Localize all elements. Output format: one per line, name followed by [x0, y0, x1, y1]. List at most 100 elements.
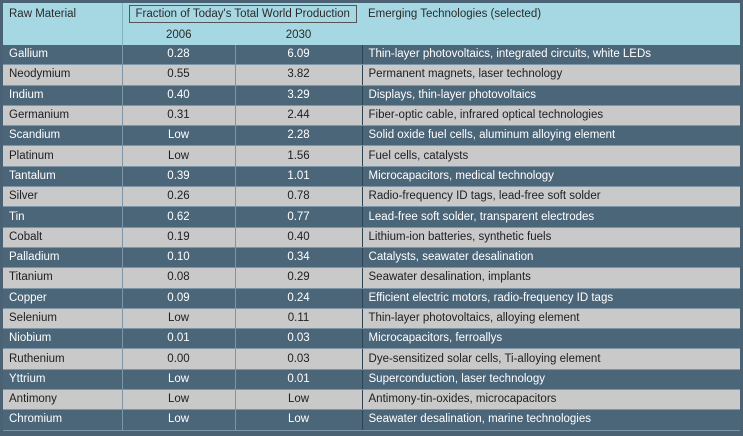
material-cell: Cobalt: [3, 227, 123, 248]
header-emerging-tech: Emerging Technologies (selected): [362, 3, 741, 25]
material-cell: Silver: [3, 186, 123, 208]
table-row: Indium 0.40 3.29 Displays, thin-layer photo…: [3, 85, 741, 106]
table-header: Raw Material Fraction of Today's Total W…: [3, 3, 741, 45]
value-2030-cell: Low: [235, 409, 363, 431]
value-2030-cell: 2.28: [235, 125, 363, 147]
technologies-cell: Displays, thin-layer photovoltaics: [362, 85, 741, 106]
value-2006-cell: 0.55: [122, 64, 236, 86]
raw-materials-table: Raw Material Fraction of Today's Total W…: [3, 3, 741, 431]
header-year-2006: 2006: [122, 25, 235, 45]
technologies-cell: Fiber-optic cable, infrared optical tech…: [362, 105, 741, 127]
value-2006-cell: Low: [122, 145, 236, 167]
value-2030-cell: Low: [235, 389, 363, 411]
value-2030-cell: 0.11: [235, 308, 363, 330]
value-2006-cell: Low: [122, 308, 236, 330]
technologies-cell: Lead-free soft solder, transparent elect…: [362, 206, 741, 228]
value-2030-cell: 3.82: [235, 64, 363, 86]
material-cell: Copper: [3, 288, 123, 309]
value-2030-cell: 6.09: [235, 45, 363, 66]
value-2006-cell: Low: [122, 409, 236, 431]
table-row: Chromium Low Low Seawater desalination, mar…: [3, 409, 741, 431]
value-2030-cell: 0.77: [235, 206, 363, 228]
technologies-cell: Antimony-tin-oxides, microcapacitors: [362, 389, 741, 411]
technologies-cell: Fuel cells, catalysts: [362, 145, 741, 167]
header-year-2030: 2030: [235, 25, 363, 45]
table-row: Selenium Low 0.11 Thin-layer photovoltaics,…: [3, 308, 741, 330]
value-2006-cell: 0.19: [122, 227, 236, 248]
header-spacer-tech: [362, 25, 741, 45]
table-row: Tantalum 0.39 1.01 Microcapacitors, medical…: [3, 166, 741, 188]
table-row: Tin 0.62 0.77 Lead-free soft solder, transp…: [3, 206, 741, 228]
value-2006-cell: 0.09: [122, 288, 236, 309]
material-cell: Niobium: [3, 328, 123, 350]
technologies-cell: Seawater desalination, implants: [362, 267, 741, 289]
technologies-cell: Radio-frequency ID tags, lead-free soft …: [362, 186, 741, 208]
technologies-cell: Microcapacitors, ferroallys: [362, 328, 741, 350]
value-2006-cell: 0.40: [122, 85, 236, 106]
material-cell: Scandium: [3, 125, 123, 147]
technologies-cell: Thin-layer photovoltaics, integrated cir…: [362, 45, 741, 66]
material-cell: Yttrium: [3, 369, 123, 391]
value-2030-cell: 0.01: [235, 369, 363, 391]
material-cell: Titanium: [3, 267, 123, 289]
technologies-cell: Efficient electric motors, radio-frequen…: [362, 288, 741, 309]
value-2030-cell: 0.78: [235, 186, 363, 208]
table-row: Neodymium 0.55 3.82 Permanent magnets, lase…: [3, 64, 741, 86]
table-row: Scandium Low 2.28 Solid oxide fuel cells, a…: [3, 125, 741, 147]
technologies-cell: Lithium-ion batteries, synthetic fuels: [362, 227, 741, 248]
header-fraction-group: Fraction of Today's Total World Producti…: [122, 3, 363, 25]
table-row: Platinum Low 1.56 Fuel cells, catalysts: [3, 145, 741, 167]
material-cell: Selenium: [3, 308, 123, 330]
table-row: Niobium 0.01 0.03 Microcapacitors, ferroall…: [3, 328, 741, 350]
value-2006-cell: Low: [122, 389, 236, 411]
table-row: Yttrium Low 0.01 Superconduction, laser tec…: [3, 369, 741, 391]
table-row: Cobalt 0.19 0.40 Lithium-ion batteries, syn…: [3, 227, 741, 248]
header-fraction-label: Fraction of Today's Total World Producti…: [128, 4, 357, 23]
header-raw-material: Raw Material: [3, 3, 123, 25]
value-2030-cell: 0.29: [235, 267, 363, 289]
value-2030-cell: 0.40: [235, 227, 363, 248]
value-2006-cell: 0.39: [122, 166, 236, 188]
technologies-cell: Catalysts, seawater desalination: [362, 247, 741, 269]
material-cell: Germanium: [3, 105, 123, 127]
value-2006-cell: Low: [122, 125, 236, 147]
header-spacer: [3, 25, 123, 45]
value-2006-cell: 0.08: [122, 267, 236, 289]
value-2030-cell: 0.03: [235, 348, 363, 370]
value-2006-cell: 0.28: [122, 45, 236, 66]
technologies-cell: Dye-sensitized solar cells, Ti-alloying …: [362, 348, 741, 370]
material-cell: Chromium: [3, 409, 123, 431]
material-cell: Gallium: [3, 45, 123, 66]
value-2030-cell: 0.34: [235, 247, 363, 269]
table-row: Copper 0.09 0.24 Efficient electric motors,…: [3, 288, 741, 309]
value-2006-cell: Low: [122, 369, 236, 391]
table-row: Ruthenium 0.00 0.03 Dye-sensitized solar ce…: [3, 348, 741, 370]
value-2030-cell: 1.56: [235, 145, 363, 167]
value-2006-cell: 0.00: [122, 348, 236, 370]
value-2030-cell: 2.44: [235, 105, 363, 127]
material-cell: Antimony: [3, 389, 123, 411]
value-2030-cell: 0.03: [235, 328, 363, 350]
material-cell: Neodymium: [3, 64, 123, 86]
technologies-cell: Superconduction, laser technology: [362, 369, 741, 391]
technologies-cell: Permanent magnets, laser technology: [362, 64, 741, 86]
value-2006-cell: 0.01: [122, 328, 236, 350]
value-2030-cell: 0.24: [235, 288, 363, 309]
technologies-cell: Seawater desalination, marine technologi…: [362, 409, 741, 431]
technologies-cell: Solid oxide fuel cells, aluminum alloyin…: [362, 125, 741, 147]
value-2006-cell: 0.62: [122, 206, 236, 228]
technologies-cell: Thin-layer photovoltaics, alloying eleme…: [362, 308, 741, 330]
table-row: Palladium 0.10 0.34 Catalysts, seawater des…: [3, 247, 741, 269]
material-cell: Indium: [3, 85, 123, 106]
table-row: Germanium 0.31 2.44 Fiber-optic cable, infr…: [3, 105, 741, 127]
value-2030-cell: 1.01: [235, 166, 363, 188]
value-2006-cell: 0.26: [122, 186, 236, 208]
value-2030-cell: 3.29: [235, 85, 363, 106]
table-row: Silver 0.26 0.78 Radio-frequency ID tags, l…: [3, 186, 741, 208]
value-2006-cell: 0.31: [122, 105, 236, 127]
technologies-cell: Microcapacitors, medical technology: [362, 166, 741, 188]
material-cell: Platinum: [3, 145, 123, 167]
table-row: Titanium 0.08 0.29 Seawater desalination, i…: [3, 267, 741, 289]
table-row: Gallium 0.28 6.09 Thin-layer photovoltaics,…: [3, 45, 741, 66]
